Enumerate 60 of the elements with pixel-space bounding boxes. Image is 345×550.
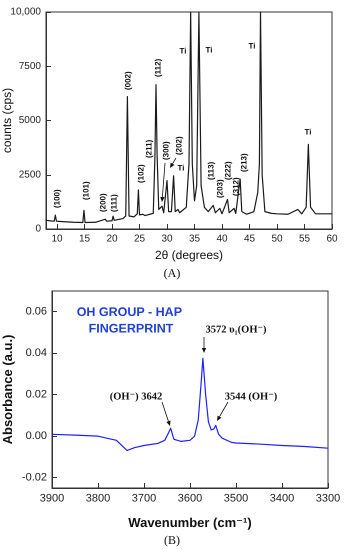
y-axis-title: Absorbance (a.u.) [0,334,15,444]
annotation: (312) [232,176,240,196]
annotation: Ti [206,46,212,54]
y-tick-label: 0 [35,224,42,234]
x-tick-label: 40 [216,234,228,244]
x-tick-label: 60 [326,234,338,244]
text: (B) [164,533,180,547]
text: (A) [164,266,180,280]
annotation: (113) [206,161,216,180]
y-tick-label: 0.04 [26,347,47,360]
y-tick-label: 10,000 [10,6,42,18]
annotation: (202) [174,136,184,155]
x-tick-label: 10 [51,234,63,244]
x-tick-label: 3600 [178,492,202,504]
x-tick-label: 3300 [316,492,340,504]
annotation: Ti [180,46,186,56]
y-tick-label: 7500 [18,60,42,72]
x-tick-label: 50 [271,234,283,244]
annotation: (101) [82,180,90,200]
annotation: Ti [304,128,312,136]
y-axis-title: counts (cps) [0,88,14,154]
x-tick-label: 3500 [224,492,248,504]
y-tick-label: 0.00 [26,430,47,442]
y-tick-label: -0.02 [22,472,47,484]
annotation: OH GROUP - HAP FINGERPRINT [76,304,186,336]
y-tick-label: 0.06 [26,306,47,318]
x-tick-label: 25 [134,234,146,244]
annotation: (203) [216,178,224,198]
x-tick-label: 30 [161,234,173,244]
annotation: (211) [144,139,154,158]
x-tick-label: 35 [188,234,200,244]
x-tick-label: 3400 [270,492,294,504]
annotation: (102) [136,164,146,183]
line-series [45,11,333,224]
annotation: (002) [124,70,132,90]
x-tick-label: 15 [78,234,90,244]
x-tick-label: 45 [244,234,256,244]
x-tick-label: 3700 [132,492,156,504]
annotation: (100) [52,188,62,208]
annotation: 3544 (OH⁻) [224,392,278,402]
line-series [51,358,329,452]
y-tick-label: 5000 [18,115,42,126]
x-tick-label: 55 [298,234,310,244]
x-axis-title: 2θ (degrees) [154,248,224,262]
annotation: (222) [224,160,232,180]
y-tick-label: 0.02 [26,388,47,401]
x-tick-label: 3800 [86,492,110,504]
annotation: (OH⁻) 3642 [110,392,162,402]
annotation: (213) [240,152,248,172]
annotation: Ti [178,164,184,172]
annotation: (112) [154,58,162,77]
annotation: (300) [162,140,170,160]
annotation: 3572 υ₁(OH⁻) [205,324,268,336]
annotation: (200) [98,192,108,212]
y-tick-label: 2500 [18,169,42,180]
x-tick-label: 3900 [40,492,64,504]
annotation: Ti [248,42,256,50]
x-axis-title: Wavenumber (cm⁻¹) [128,515,252,530]
x-tick-label: 20 [106,234,118,244]
annotation: (111) [110,194,118,212]
